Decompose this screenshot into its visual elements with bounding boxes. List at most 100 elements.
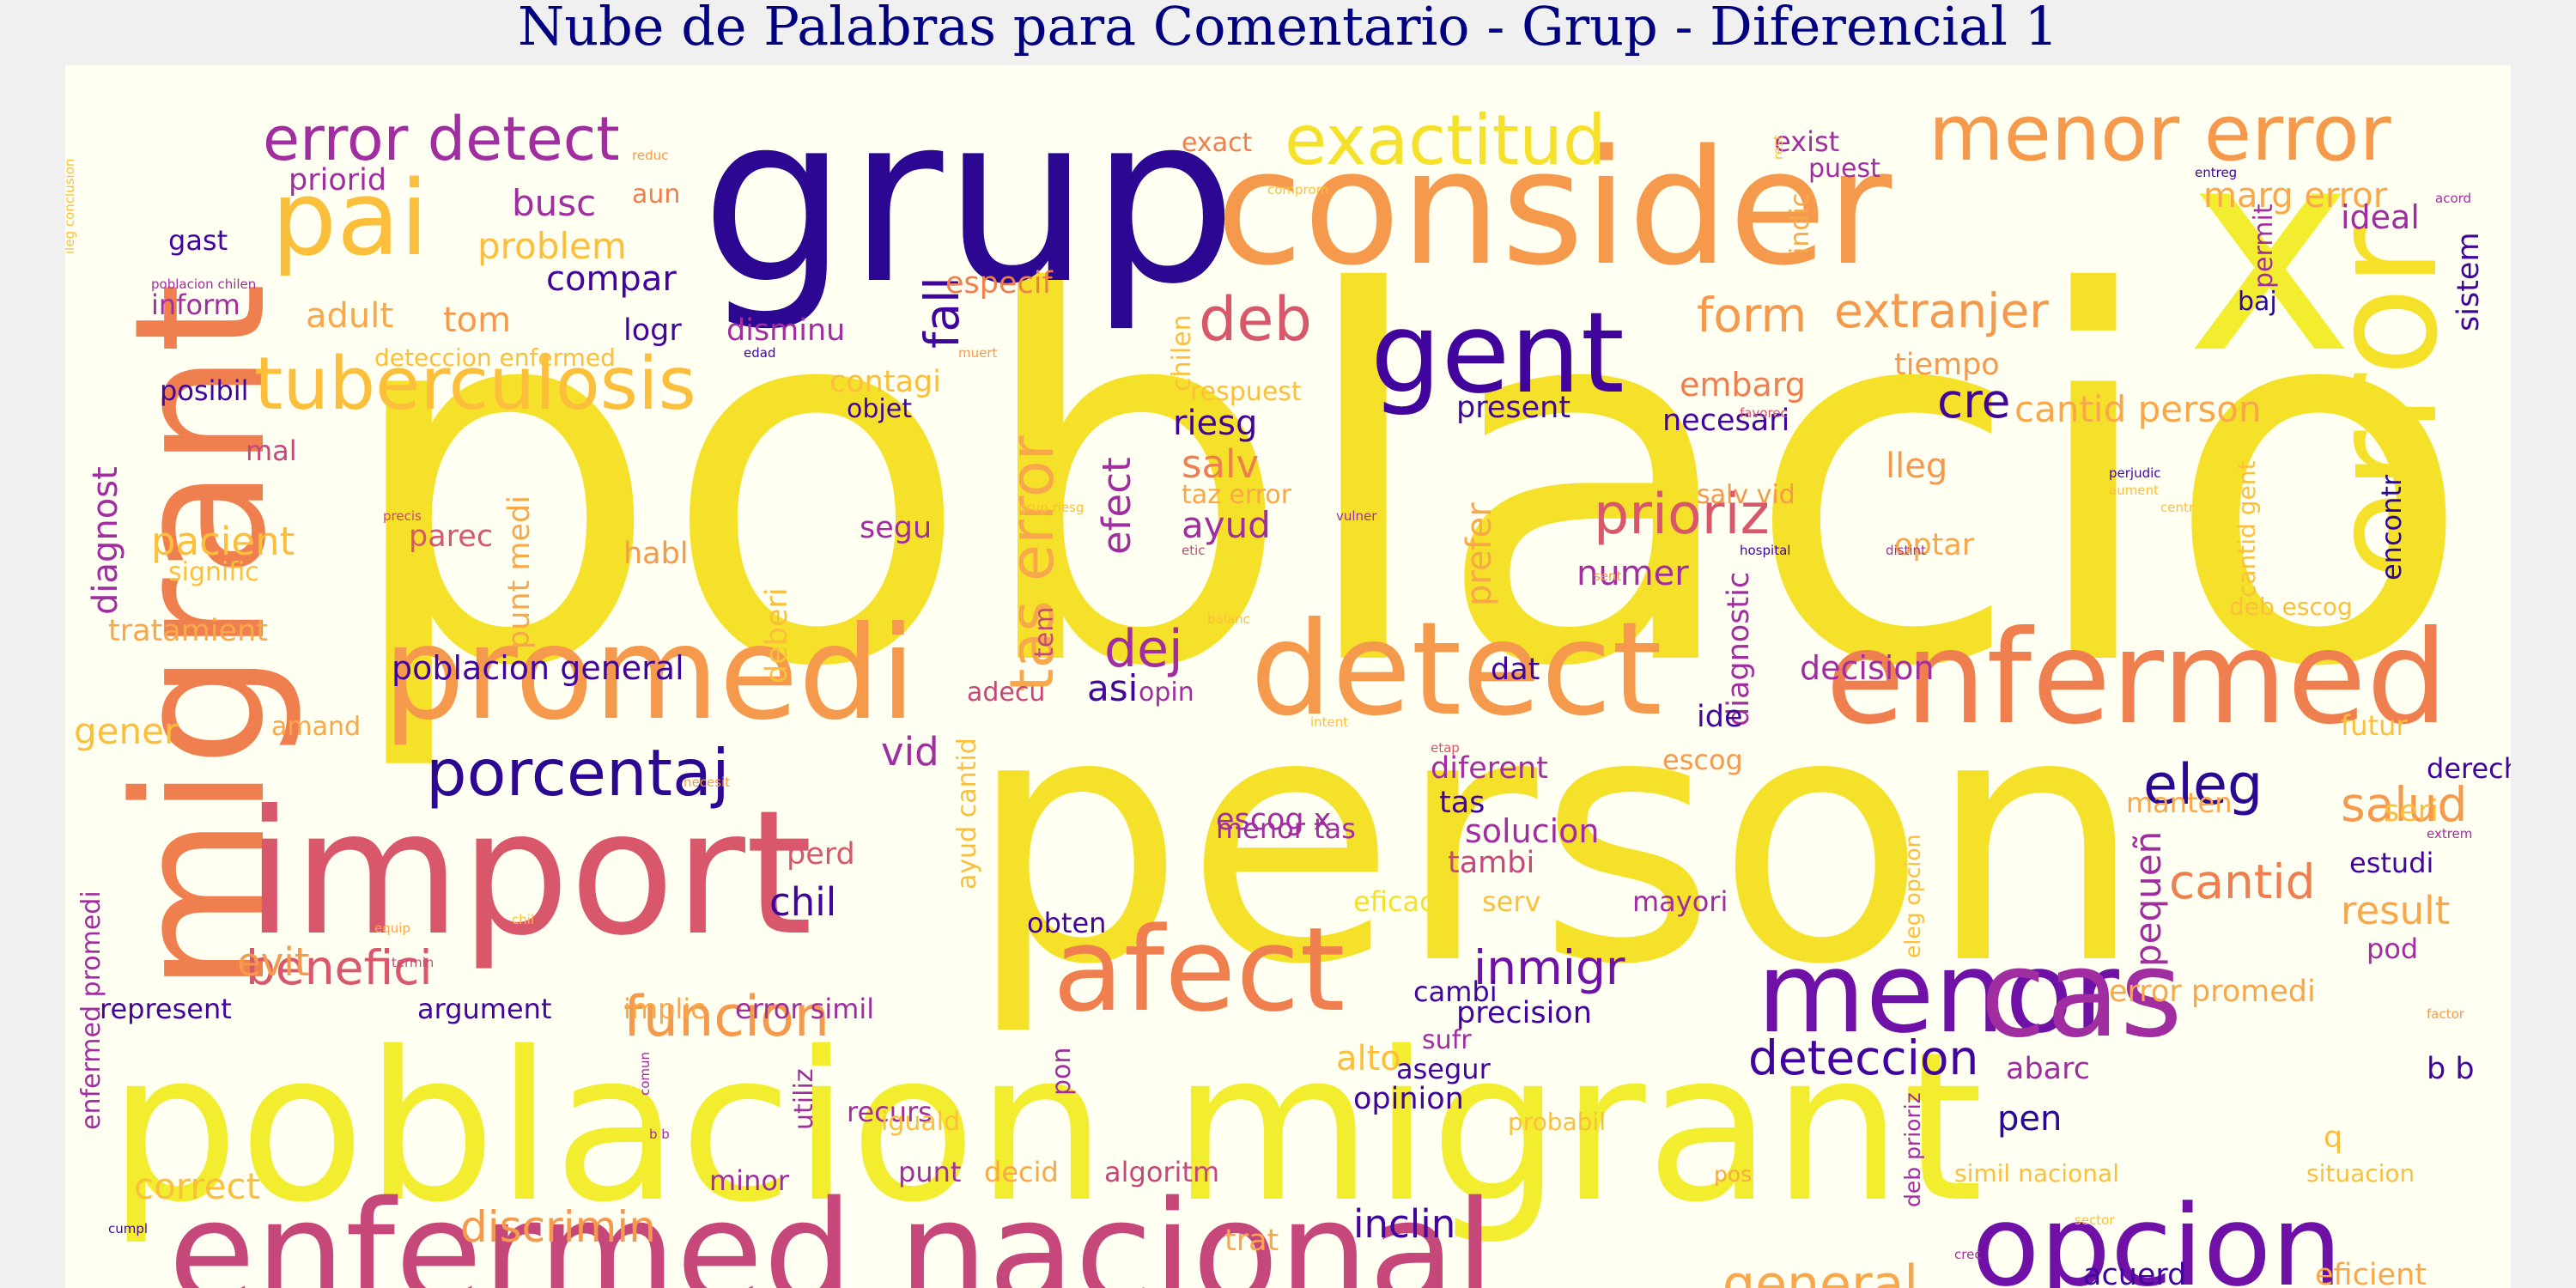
word-76: poblacion general	[392, 649, 684, 687]
word-166: comun	[637, 1052, 653, 1096]
word-134: cantid gent	[2233, 461, 2261, 598]
word-77: deberi	[760, 587, 794, 683]
word-30: inmigr	[1473, 940, 1625, 995]
word-70: parec	[409, 519, 493, 554]
word-141: opinion	[1353, 1082, 1464, 1116]
word-113: eficaci	[1353, 885, 1443, 918]
word-37: dej	[1104, 619, 1183, 679]
word-7: import	[246, 774, 812, 974]
word-58: embarg	[1680, 366, 1806, 404]
word-191: intent	[1310, 714, 1348, 730]
word-39: inclin	[1353, 1201, 1455, 1247]
word-160: correct	[134, 1165, 260, 1207]
word-49: especif	[945, 266, 1053, 301]
word-55: ayud	[1182, 504, 1271, 546]
word-42: busc	[512, 182, 596, 224]
word-199: crec	[1954, 1247, 1982, 1262]
word-83: gast	[168, 224, 228, 257]
word-51: objet	[847, 394, 912, 424]
word-63: salv vid	[1697, 480, 1795, 510]
word-159: pon	[1047, 1048, 1077, 1096]
word-121: escog	[1662, 744, 1743, 776]
word-109: implic	[623, 993, 706, 1025]
word-32: eleg	[2143, 753, 2263, 817]
word-88: puest	[1808, 154, 1880, 184]
word-43: compar	[546, 259, 677, 299]
word-14: cas	[1980, 925, 2183, 1065]
word-100: opin	[1139, 677, 1194, 708]
word-145: b b	[2427, 1052, 2475, 1086]
word-11: enfermed	[1826, 604, 2448, 753]
word-137: precision	[1456, 996, 1592, 1030]
word-41: problem	[477, 225, 627, 267]
word-91: ideal	[2341, 198, 2420, 236]
word-85: aun	[632, 179, 680, 210]
word-38: discrimin	[460, 1202, 656, 1252]
word-27: extranjer	[1834, 283, 2049, 338]
word-131: pod	[2366, 933, 2418, 965]
word-180: perjudic	[2109, 465, 2161, 481]
word-174: rest	[1771, 135, 1786, 160]
word-57: present	[1456, 391, 1571, 425]
word-198: sector	[2075, 1212, 2115, 1228]
word-130: pequeñ	[2127, 831, 2169, 967]
word-48: fall	[914, 276, 969, 349]
word-67: decision	[1800, 649, 1935, 687]
word-8: enfermed nacional	[168, 1170, 1495, 1288]
word-179: favorec	[1740, 405, 1788, 421]
word-90: marg error	[2203, 176, 2388, 216]
word-82: inform	[151, 289, 240, 321]
word-26: form	[1697, 288, 1807, 343]
word-53: salv	[1182, 441, 1259, 487]
word-81: mal	[246, 434, 297, 467]
word-24: tas error	[997, 435, 1067, 692]
word-10: detect	[1250, 595, 1662, 744]
word-96: efect	[1094, 457, 1139, 555]
word-79: posibil	[160, 374, 249, 407]
word-46: logr	[623, 313, 682, 348]
word-56: respuest	[1190, 377, 1302, 407]
word-146: q	[2324, 1121, 2342, 1155]
word-18: menor error	[1929, 88, 2391, 179]
word-25: deb	[1199, 284, 1312, 355]
word-16: gent	[1370, 288, 1625, 418]
word-98: adecu	[967, 677, 1045, 708]
word-80: deteccion enfermed	[374, 343, 616, 372]
word-47: disminu	[726, 313, 845, 348]
word-187: sent	[1594, 568, 1622, 584]
word-154: punt	[898, 1156, 961, 1188]
word-132: error promedi	[2109, 975, 2316, 1009]
word-124: futur	[2341, 709, 2408, 742]
word-111: obten	[1027, 907, 1106, 939]
word-34: cantid	[2169, 854, 2316, 909]
word-103: chil	[769, 879, 836, 925]
word-cloud: poblacionpersongrupconsiderxmigrantpobla…	[65, 65, 2511, 1288]
word-150: acuerd	[2083, 1258, 2186, 1288]
word-177: edad	[744, 345, 775, 361]
word-127: manten	[2126, 787, 2233, 819]
word-40: cre	[1937, 374, 2010, 428]
word-75: tratamient	[108, 614, 268, 648]
word-183: hospital	[1740, 543, 1790, 558]
word-104: gener	[74, 710, 179, 752]
word-112: escog x	[1216, 803, 1331, 837]
word-66: prefer	[1460, 502, 1499, 606]
word-170: ileg conclusion	[65, 159, 77, 254]
word-164: deb prioriz	[1900, 1092, 1925, 1207]
page-title: Nube de Palabras para Comentario - Grup …	[517, 0, 2059, 58]
word-cloud-canvas: poblacionpersongrupconsiderxmigrantpobla…	[65, 65, 2511, 1288]
word-138: sufr	[1422, 1025, 1472, 1055]
word-169: extrem	[2427, 826, 2472, 841]
word-129: result	[2341, 888, 2450, 933]
word-117: tas	[1439, 786, 1485, 820]
word-23: porcentaj	[426, 735, 730, 811]
word-168: factor	[2427, 1006, 2465, 1022]
word-9: promedi	[383, 599, 916, 749]
word-97: tem	[1030, 607, 1060, 658]
word-115: mayori	[1632, 885, 1728, 918]
word-140: asegur	[1396, 1053, 1492, 1085]
word-33: salud	[2341, 777, 2467, 832]
word-3: consider	[1216, 115, 1893, 301]
word-151: trat	[1224, 1224, 1279, 1258]
word-128: estudi	[2349, 847, 2433, 879]
